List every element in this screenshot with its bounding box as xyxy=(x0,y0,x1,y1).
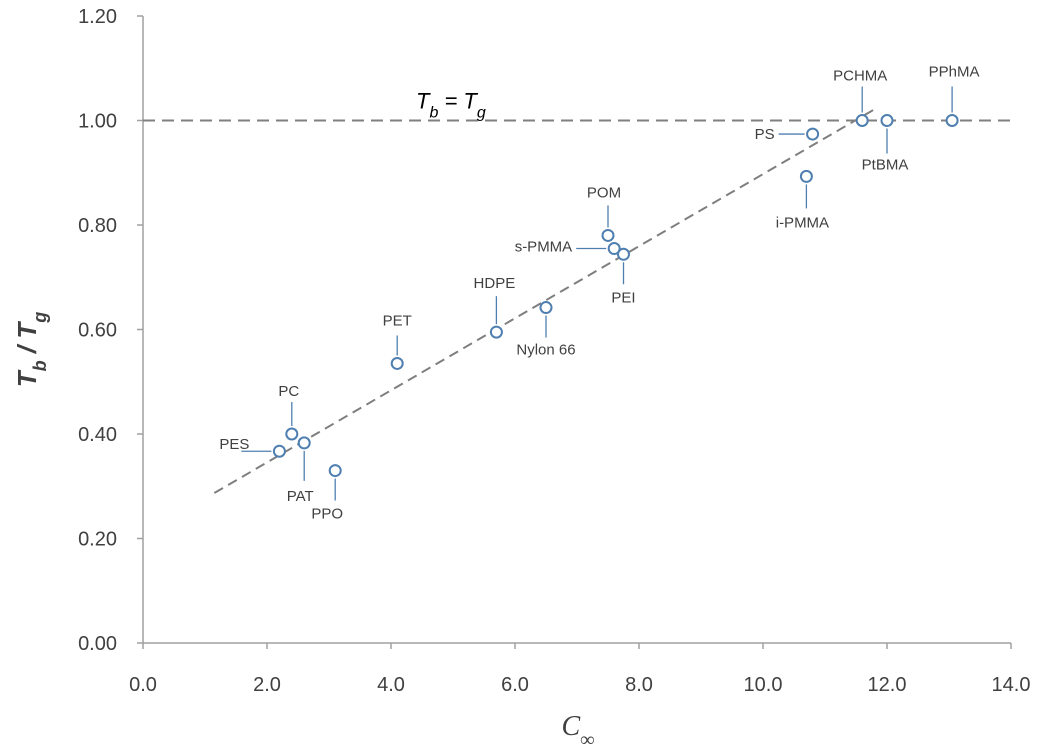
y-tick-label: 0.60 xyxy=(78,320,117,342)
data-point xyxy=(601,228,615,242)
data-point xyxy=(806,127,820,141)
y-axis-label: Tb / Tg xyxy=(12,312,50,387)
x-tick-label: 8.0 xyxy=(625,674,653,696)
y-tick-label: 0.40 xyxy=(78,424,117,446)
data-point xyxy=(945,114,959,127)
point-label: Nylon 66 xyxy=(516,342,575,359)
y-tick-label: 0.20 xyxy=(78,529,117,551)
point-label: PAT xyxy=(287,488,314,505)
trend-line xyxy=(213,106,879,494)
data-point xyxy=(272,444,286,458)
data-point xyxy=(607,242,621,256)
data-points xyxy=(272,114,959,478)
x-tick-label: 12.0 xyxy=(868,674,907,696)
data-point xyxy=(799,169,813,183)
x-tick-label: 2.0 xyxy=(253,674,281,696)
data-point xyxy=(390,356,404,370)
data-point xyxy=(328,464,342,478)
data-point xyxy=(880,114,894,127)
point-label: PET xyxy=(383,312,412,329)
data-point xyxy=(855,114,869,127)
axes: 0.00 0.20 0.40 0.60 0.80 1.00 1.20 0.0 2.0 4.0 6.0… xyxy=(78,6,1030,696)
y-tick-label: 1.00 xyxy=(78,111,117,133)
y-tick-label: 1.20 xyxy=(78,6,117,28)
point-label: s-PMMA xyxy=(515,239,573,256)
point-label: PES xyxy=(219,436,249,453)
point-label: PS xyxy=(755,126,775,143)
data-point xyxy=(539,301,553,315)
data-point xyxy=(297,436,311,450)
point-label: PtBMA xyxy=(862,157,909,174)
x-tick-label: 4.0 xyxy=(377,674,405,696)
x-tick-label: 6.0 xyxy=(501,674,529,696)
x-tick-label: 0.0 xyxy=(129,674,157,696)
data-point xyxy=(285,427,299,441)
point-label: PPhMA xyxy=(929,64,980,81)
point-label: PC xyxy=(278,383,299,400)
y-tick-label: 0.00 xyxy=(78,633,117,655)
point-label: PCHMA xyxy=(833,68,887,85)
point-label: HDPE xyxy=(474,275,516,292)
data-point xyxy=(489,325,503,339)
x-axis-label: C∞ xyxy=(562,711,595,747)
x-tick-label: 10.0 xyxy=(744,674,783,696)
reference-line-label: Tb = Tg xyxy=(416,89,486,122)
x-tick-label: 14.0 xyxy=(992,674,1031,696)
point-label: PEI xyxy=(611,289,635,306)
point-label: i-PMMA xyxy=(776,214,829,231)
data-point xyxy=(617,247,630,261)
point-label: PPO xyxy=(311,506,343,523)
point-label: POM xyxy=(587,184,621,201)
y-tick-label: 0.80 xyxy=(78,215,117,237)
